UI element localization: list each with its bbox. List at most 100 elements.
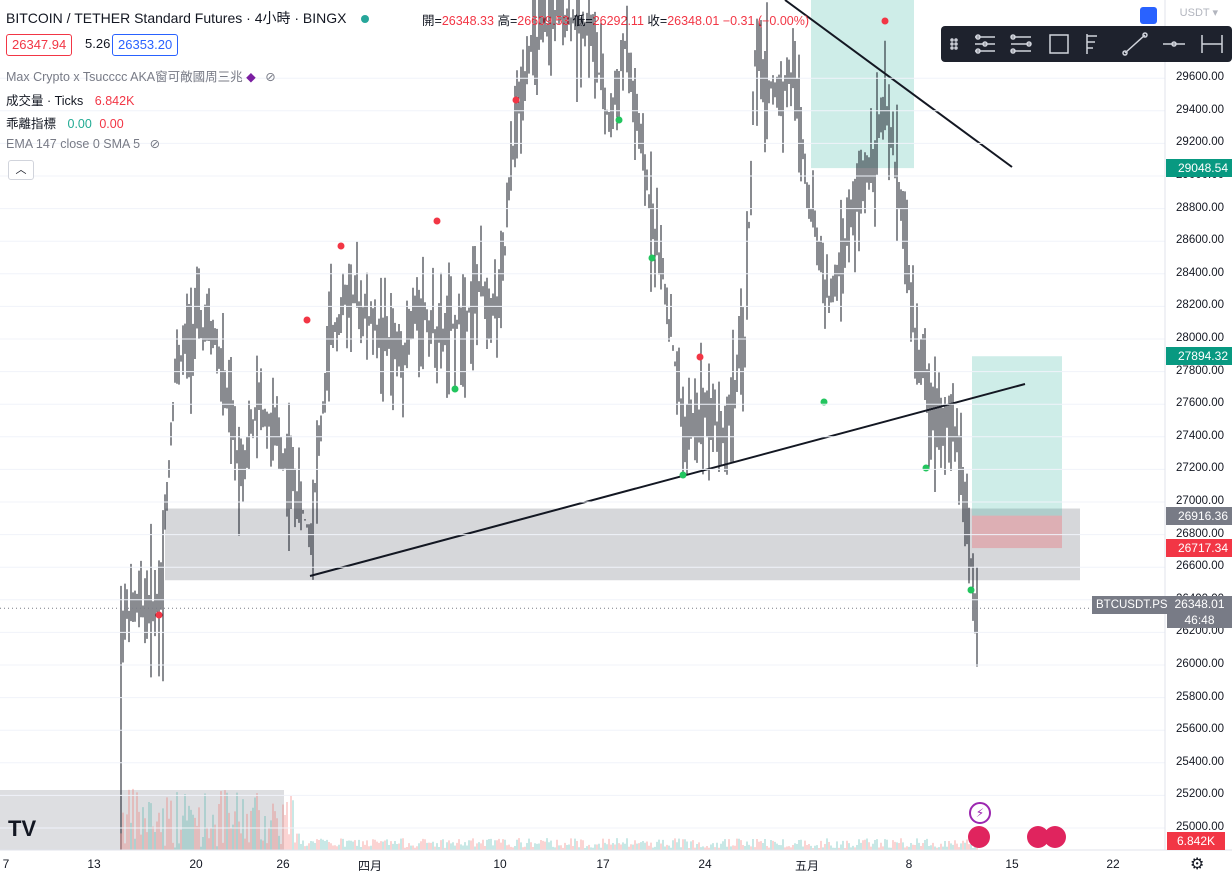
horizontal-line-icon[interactable] bbox=[1163, 41, 1185, 47]
buy-signal-dot bbox=[615, 116, 623, 124]
fib-icon[interactable] bbox=[1086, 34, 1097, 54]
close-label: 收= bbox=[647, 14, 668, 28]
sell-signal-dot bbox=[696, 353, 704, 361]
indicator-value: 0.00 bbox=[99, 117, 124, 131]
price-tick-label: 27200.00 bbox=[1176, 462, 1224, 475]
price-tick-label: 28000.00 bbox=[1176, 332, 1224, 344]
time-tick-label: 20 bbox=[189, 857, 203, 871]
change-tail: 0%) bbox=[786, 14, 810, 28]
buy-signal-dot bbox=[922, 464, 930, 472]
bar-countdown: 46:48 bbox=[1184, 613, 1215, 627]
resistance-trend-line bbox=[784, 0, 1013, 168]
price-tick-label: 27600.00 bbox=[1176, 397, 1224, 410]
low-label: 低= bbox=[572, 14, 593, 28]
price-tick-label: 26800.00 bbox=[1176, 527, 1224, 540]
time-tick-label: 22 bbox=[1106, 857, 1120, 871]
symbol-tag: BTCUSDT.PS bbox=[1092, 596, 1172, 614]
sell-signal-dot bbox=[881, 17, 889, 25]
time-tick-label: 10 bbox=[493, 857, 507, 871]
price-tick-label: 28800.00 bbox=[1176, 201, 1224, 214]
hidden-eye-icon[interactable]: ⊘ bbox=[149, 137, 161, 151]
currency-selector[interactable]: USDT ▾ bbox=[1179, 7, 1218, 19]
us-flag-event-icon[interactable] bbox=[1044, 826, 1066, 848]
horizontal-rays-icon[interactable] bbox=[975, 34, 995, 54]
price-level-tag: 26916.36 bbox=[1166, 506, 1232, 525]
price-tick-label: 29400.00 bbox=[1176, 103, 1224, 116]
sell-signal-dot bbox=[303, 316, 311, 324]
indicator-ema[interactable]: EMA 147 close 0 SMA 5 ⊘ bbox=[6, 136, 160, 151]
sell-signal-dot bbox=[512, 96, 520, 104]
time-tick-label: 五月 bbox=[794, 859, 820, 873]
currency-label: USDT bbox=[1179, 7, 1210, 19]
drag-handle-icon[interactable] bbox=[950, 38, 958, 50]
parallel-channel-icon[interactable] bbox=[1010, 34, 1032, 54]
date-range-icon[interactable] bbox=[1201, 35, 1223, 53]
price-tick-label: 25200.00 bbox=[1176, 788, 1224, 801]
lightning-icon[interactable]: ⚡ bbox=[969, 802, 991, 824]
price-level-tag: 29048.54 bbox=[1166, 159, 1232, 178]
indicator-label: 乖離指標 bbox=[6, 117, 57, 131]
eggplant-icon: ◆ bbox=[246, 70, 256, 84]
price-tick-label: 25600.00 bbox=[1176, 723, 1224, 736]
buy-button[interactable]: 26353.20 bbox=[112, 34, 179, 56]
price-tick-label: 25400.00 bbox=[1176, 755, 1224, 768]
close-value: 26348.01 bbox=[667, 14, 720, 28]
change-value: −0.31 (−0.0 bbox=[722, 14, 787, 28]
drawing-toolbar-icons bbox=[950, 32, 1223, 56]
open-value: 26348.33 bbox=[441, 14, 494, 28]
indicator-max-crypto[interactable]: Max Crypto x Tsucccc AKA窗可敵國周三兆 ◆ ⊘ bbox=[6, 66, 276, 85]
indicator-deviation[interactable]: 乖離指標 0.00 0.00 bbox=[6, 113, 124, 132]
collapse-legend-button[interactable]: ︿ bbox=[8, 160, 34, 180]
indicator-label: Max Crypto x Tsucccc AKA窗可敵國周三兆 bbox=[6, 70, 243, 84]
price-tick-label: 28200.00 bbox=[1176, 299, 1224, 312]
indicator-label: 成交量 · Ticks bbox=[6, 94, 84, 108]
time-tick-label: 26 bbox=[276, 857, 290, 871]
indicator-value: 0.00 bbox=[67, 117, 92, 131]
settings-gear-icon[interactable]: ⚙ bbox=[1190, 856, 1205, 873]
price-level-tag: 27894.32 bbox=[1166, 347, 1232, 366]
drawing-toolbar bbox=[941, 26, 1232, 62]
hidden-eye-icon[interactable]: ⊘ bbox=[265, 70, 276, 84]
spread-value: 5.26 bbox=[85, 36, 111, 51]
indicator-volume[interactable]: 成交量 · Ticks 6.842K bbox=[6, 90, 134, 109]
indicator-value: 6.842K bbox=[94, 94, 135, 108]
price-tick-label: 27000.00 bbox=[1176, 495, 1224, 507]
high-value: 26609.53 bbox=[517, 14, 570, 28]
high-label: 高= bbox=[497, 14, 518, 28]
sync-icon[interactable] bbox=[1140, 7, 1157, 24]
open-label: 開= bbox=[422, 14, 442, 28]
price-tick-label: 28600.00 bbox=[1176, 234, 1224, 247]
buy-signal-dot bbox=[451, 385, 459, 393]
price-tick-label: 28400.00 bbox=[1176, 266, 1224, 279]
time-tick-label: 15 bbox=[1005, 857, 1019, 871]
support-zone bbox=[165, 508, 1080, 581]
price-tick-label: 26600.00 bbox=[1176, 560, 1224, 573]
us-flag-event-icon[interactable] bbox=[968, 826, 990, 848]
long-stop-zone bbox=[972, 515, 1062, 549]
symbol-title-text: BITCOIN / TETHER Standard Futures · 4小時 … bbox=[6, 10, 347, 26]
rectangle-icon[interactable] bbox=[1049, 34, 1069, 54]
price-tick-label: 27800.00 bbox=[1176, 364, 1224, 377]
sell-signal-dot bbox=[337, 242, 345, 250]
buy-signal-dot bbox=[648, 254, 656, 262]
symbol-title[interactable]: BITCOIN / TETHER Standard Futures · 4小時 … bbox=[6, 8, 379, 28]
price-level-tag: 26717.34 bbox=[1166, 539, 1232, 558]
us-flag-event-icon[interactable] bbox=[1027, 826, 1049, 848]
volume-tag: 6.842K bbox=[1167, 832, 1225, 850]
price-tick-label: 29600.00 bbox=[1176, 71, 1224, 84]
price-tick-label: 29200.00 bbox=[1176, 136, 1224, 149]
price-tick-label: 27400.00 bbox=[1176, 429, 1224, 442]
sell-button[interactable]: 26347.94 bbox=[6, 34, 73, 56]
trend-line-icon[interactable] bbox=[1122, 32, 1148, 56]
time-tick-label: 四月 bbox=[357, 859, 383, 873]
time-tick-label: 7 bbox=[2, 857, 10, 871]
time-tick-label: 13 bbox=[87, 857, 101, 871]
price-tick-label: 26000.00 bbox=[1176, 658, 1224, 670]
last-price-value: 26348.01 bbox=[1174, 597, 1225, 611]
tradingview-logo[interactable]: TV bbox=[8, 816, 37, 841]
ohlc-readout: 開=26348.33 高=26609.53 低=26292.11 收=26348… bbox=[422, 10, 809, 29]
price-tick-label: 26200.00 bbox=[1176, 625, 1224, 638]
price-tick-label: 25800.00 bbox=[1176, 690, 1224, 703]
